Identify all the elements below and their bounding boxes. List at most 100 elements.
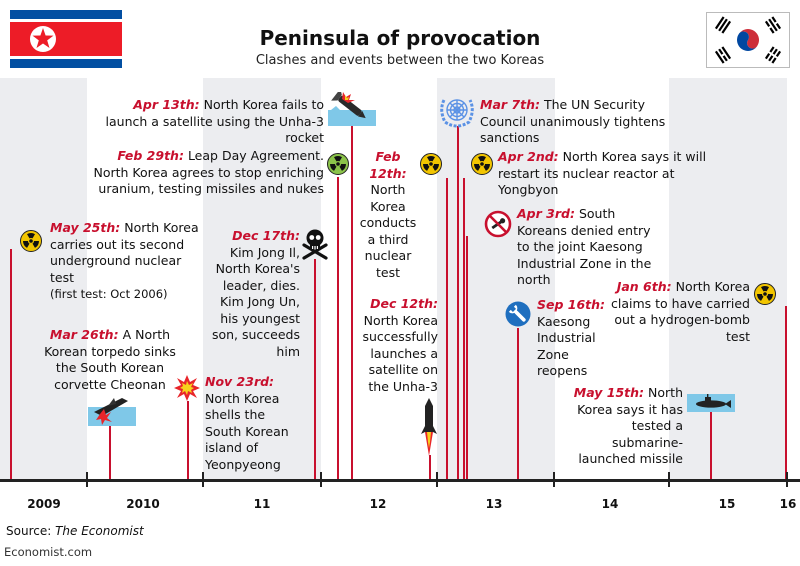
event-date: Feb 29th: bbox=[117, 148, 184, 163]
no-entry-icon bbox=[484, 210, 512, 238]
year-tick bbox=[436, 472, 438, 487]
event-text: North Korea conducts a third nuclear tes… bbox=[359, 182, 417, 280]
north-korea-flag bbox=[10, 10, 122, 68]
leader-line bbox=[517, 328, 519, 479]
event-date: Apr 13th: bbox=[133, 97, 200, 112]
event-date: May 15th: bbox=[573, 385, 645, 400]
event-date: Apr 2nd: bbox=[498, 149, 559, 164]
event-date: Nov 23rd: bbox=[205, 374, 275, 389]
year-label-2012: 12 bbox=[369, 497, 387, 511]
event-note: (first test: Oct 2006) bbox=[50, 287, 168, 301]
chart-subtitle: Clashes and events between the two Korea… bbox=[255, 53, 545, 68]
event-2013-04-03: Apr 3rd: South Koreans denied entry to t… bbox=[517, 206, 663, 289]
event-text: North Korea shells the South Korean isla… bbox=[205, 390, 289, 472]
year-label-2009: 2009 bbox=[27, 497, 61, 511]
leader-line bbox=[466, 236, 468, 479]
year-label-2013: 13 bbox=[485, 497, 503, 511]
event-2010-03-26: Mar 26th: A North Korean torpedo sinks t… bbox=[40, 327, 180, 393]
explosion-icon bbox=[174, 375, 200, 401]
year-band-2013 bbox=[437, 78, 555, 479]
event-text: The UN Security Council unanimously tigh… bbox=[480, 97, 666, 145]
wrench-icon bbox=[505, 301, 531, 327]
year-label-2010: 2010 bbox=[126, 497, 160, 511]
event-2013-04-02: Apr 2nd: North Korea says it will restar… bbox=[498, 149, 738, 199]
source-label: Source: bbox=[6, 524, 52, 538]
year-tick bbox=[668, 472, 670, 487]
leader-line bbox=[314, 259, 316, 479]
event-date: May 25th: bbox=[50, 220, 121, 235]
event-2015-05-15: May 15th: North Korea says it has tested… bbox=[560, 385, 683, 468]
source-name: The Economist bbox=[55, 524, 144, 538]
event-2012-04-13: Apr 13th: North Korea fails to launch a … bbox=[94, 97, 324, 147]
year-tick bbox=[553, 472, 555, 487]
event-text: Leap Day Agreement. North Korea agrees t… bbox=[93, 148, 324, 196]
event-date: Dec 12th: bbox=[370, 296, 438, 311]
un-emblem-icon bbox=[440, 99, 474, 128]
leader-line bbox=[187, 401, 189, 479]
event-text: North Korea fails to launch a satellite … bbox=[105, 97, 324, 145]
radiation-icon bbox=[471, 153, 493, 175]
leader-line bbox=[109, 425, 111, 479]
rocket-icon bbox=[421, 398, 437, 456]
event-2012-12-12: Dec 12th: North Korea successfully launc… bbox=[356, 296, 438, 395]
timeline-axis bbox=[0, 479, 800, 482]
event-text: North Korea successfully launches a sate… bbox=[362, 312, 438, 394]
leader-line bbox=[446, 178, 448, 479]
event-text: South Koreans denied entry to the joint … bbox=[517, 206, 652, 287]
event-2016-01-06: Jan 6th: North Korea claims to have carr… bbox=[608, 279, 750, 345]
leader-line bbox=[785, 306, 787, 479]
sinking-ship-icon bbox=[88, 398, 136, 426]
event-date: Jan 6th: bbox=[616, 279, 672, 294]
year-tick bbox=[86, 472, 88, 487]
source-line: Source: The Economist bbox=[6, 524, 144, 538]
radiation-icon bbox=[420, 153, 442, 175]
submarine-icon bbox=[687, 394, 735, 412]
leader-line bbox=[337, 177, 339, 479]
leader-line bbox=[351, 124, 353, 479]
leader-line bbox=[457, 126, 459, 479]
event-text: Kim Jong Il, North Korea's leader, dies.… bbox=[211, 244, 300, 359]
event-2012-02-29: Feb 29th: Leap Day Agreement. North Kore… bbox=[86, 148, 324, 198]
year-tick bbox=[786, 472, 788, 487]
year-label-2015: 15 bbox=[718, 497, 736, 511]
leader-line bbox=[710, 410, 712, 479]
radiation-icon bbox=[20, 230, 42, 252]
event-date: Dec 17th: bbox=[232, 228, 300, 243]
radiation-icon bbox=[327, 153, 349, 175]
event-text: North Korea says it will restart its nuc… bbox=[498, 149, 707, 197]
event-text: A North Korean torpedo sinks the South K… bbox=[44, 327, 176, 392]
leader-line bbox=[10, 249, 12, 479]
skull-crossbones-icon bbox=[302, 229, 328, 260]
year-label-2011: 11 bbox=[253, 497, 271, 511]
year-tick bbox=[202, 472, 204, 487]
crashed-rocket-icon bbox=[328, 92, 376, 126]
year-band-2009 bbox=[0, 78, 87, 479]
event-2010-11-23: Nov 23rd: North Korea shells the South K… bbox=[205, 374, 295, 473]
year-band-2011 bbox=[203, 78, 321, 479]
event-date: Sep 16th: bbox=[537, 297, 606, 312]
event-date: Mar 7th: bbox=[480, 97, 540, 112]
south-korea-flag bbox=[706, 12, 790, 68]
year-band-2015 bbox=[669, 78, 787, 479]
event-text: Kaesong Industrial Zone reopens bbox=[537, 313, 596, 379]
leader-line bbox=[463, 178, 465, 479]
event-2009-05-25: May 25th: North Korea carries out its se… bbox=[50, 220, 200, 303]
year-label-2014: 14 bbox=[601, 497, 619, 511]
event-2013-03-07: Mar 7th: The UN Security Council unanimo… bbox=[480, 97, 680, 147]
event-text: North Korea carries out its second under… bbox=[50, 220, 199, 285]
event-2013-09-16: Sep 16th: Kaesong Industrial Zone reopen… bbox=[537, 297, 607, 380]
event-date: Mar 26th: bbox=[49, 327, 119, 342]
year-label-2016: 16 bbox=[779, 497, 797, 511]
event-2011-12-17: Dec 17th: Kim Jong Il, North Korea's lea… bbox=[208, 228, 300, 360]
year-tick bbox=[320, 472, 322, 487]
credit-line: Economist.com bbox=[4, 545, 93, 559]
radiation-icon bbox=[754, 283, 776, 305]
event-text: North Korea says it has tested a submari… bbox=[577, 385, 683, 466]
event-2013-02-12: Feb 12th: North Korea conducts a third n… bbox=[358, 149, 418, 281]
chart-title: Peninsula of provocation bbox=[259, 26, 541, 50]
event-date: Apr 3rd: bbox=[517, 206, 575, 221]
event-date: Feb 12th: bbox=[369, 149, 407, 181]
event-text: North Korea claims to have carried out a… bbox=[611, 279, 750, 344]
leader-line bbox=[429, 455, 431, 479]
